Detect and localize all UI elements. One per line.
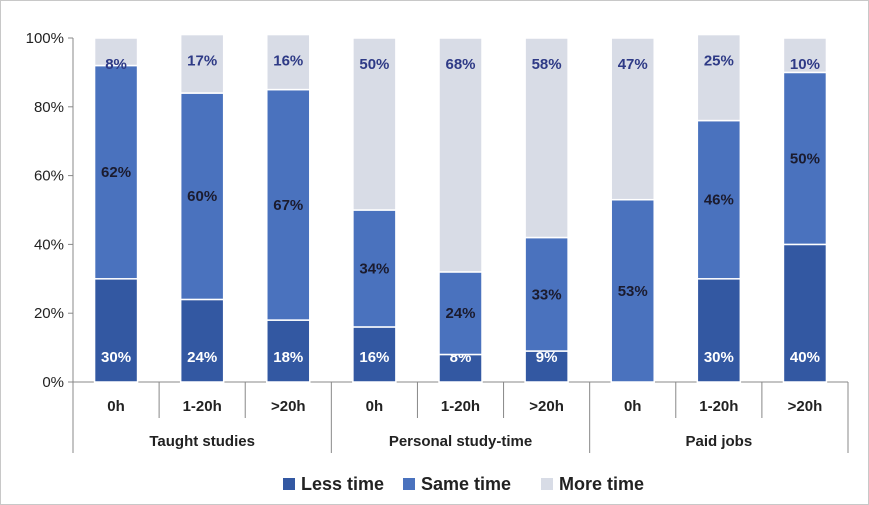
y-tick-label: 100% [26,30,64,47]
data-label: 40% [790,349,820,366]
legend-label: Less time [301,474,384,494]
legend-label: Same time [421,474,511,494]
bar-segment-same-time [179,92,225,301]
x-category-label: 0h [624,398,642,415]
x-category-label: 1-20h [699,398,738,415]
data-label: 24% [187,349,217,366]
data-label: 34% [359,260,389,277]
data-label: 25% [704,53,734,70]
bar-segment-more-time [352,37,397,211]
bar-segment-more-time [179,33,225,94]
bar-segment-more-time [524,37,569,239]
data-label: 68% [445,56,475,73]
data-label: 46% [704,192,734,209]
y-tick-label: 60% [34,168,64,185]
data-label: 8% [105,56,127,73]
bar-segment-same-time [610,198,655,383]
data-label: 60% [187,188,217,205]
data-label: 58% [532,56,562,73]
data-label: 62% [101,164,131,181]
legend-swatch [541,478,553,490]
data-label: 10% [790,56,820,73]
data-label: 67% [273,197,303,214]
bar-segment-less-time [93,278,139,383]
data-label: 50% [359,56,389,73]
y-tick-label: 0% [42,374,64,391]
data-label: 33% [532,286,562,303]
x-category-label: 1-20h [183,398,222,415]
data-label: 47% [618,56,648,73]
data-label: 16% [359,349,389,366]
x-category-label: >20h [271,398,306,415]
legend-swatch [403,478,415,490]
bar-segment-more-time [696,33,742,122]
data-label: 24% [445,305,475,322]
data-label: 18% [273,349,303,366]
bar-segment-less-time [696,278,742,383]
bar-segment-same-time [352,209,397,328]
x-category-label: >20h [529,398,564,415]
x-category-label: 0h [366,398,384,415]
group-label: Paid jobs [685,433,752,450]
data-label: 17% [187,53,217,70]
bar-segment-same-time [696,119,742,280]
bar-segment-more-time [610,37,655,201]
legend-label: More time [559,474,644,494]
data-label: 9% [536,349,558,366]
legend-swatch [283,478,295,490]
y-tick-label: 80% [34,99,64,116]
bar-segment-same-time [93,64,139,280]
bar-segment-less-time [179,298,225,383]
x-category-label: >20h [788,398,823,415]
bar-segment-more-time [438,37,483,273]
group-label: Personal study-time [389,433,532,450]
y-tick-label: 20% [34,305,64,322]
x-category-label: 0h [107,398,125,415]
data-label: 30% [101,349,131,366]
bar-segment-less-time [438,353,483,383]
y-tick-label: 40% [34,236,64,253]
group-label: Taught studies [149,433,255,450]
bar-segment-more-time [93,37,139,67]
bar-segment-more-time [782,37,828,74]
bar-segment-less-time [266,319,311,383]
data-label: 50% [790,150,820,167]
data-label: 16% [273,53,303,70]
x-category-label: 1-20h [441,398,480,415]
bar-segment-more-time [266,33,311,91]
bar-segment-same-time [524,236,569,352]
data-label: 30% [704,349,734,366]
data-label: 53% [618,283,648,300]
